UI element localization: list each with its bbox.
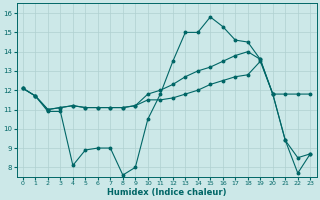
X-axis label: Humidex (Indice chaleur): Humidex (Indice chaleur) (107, 188, 226, 197)
